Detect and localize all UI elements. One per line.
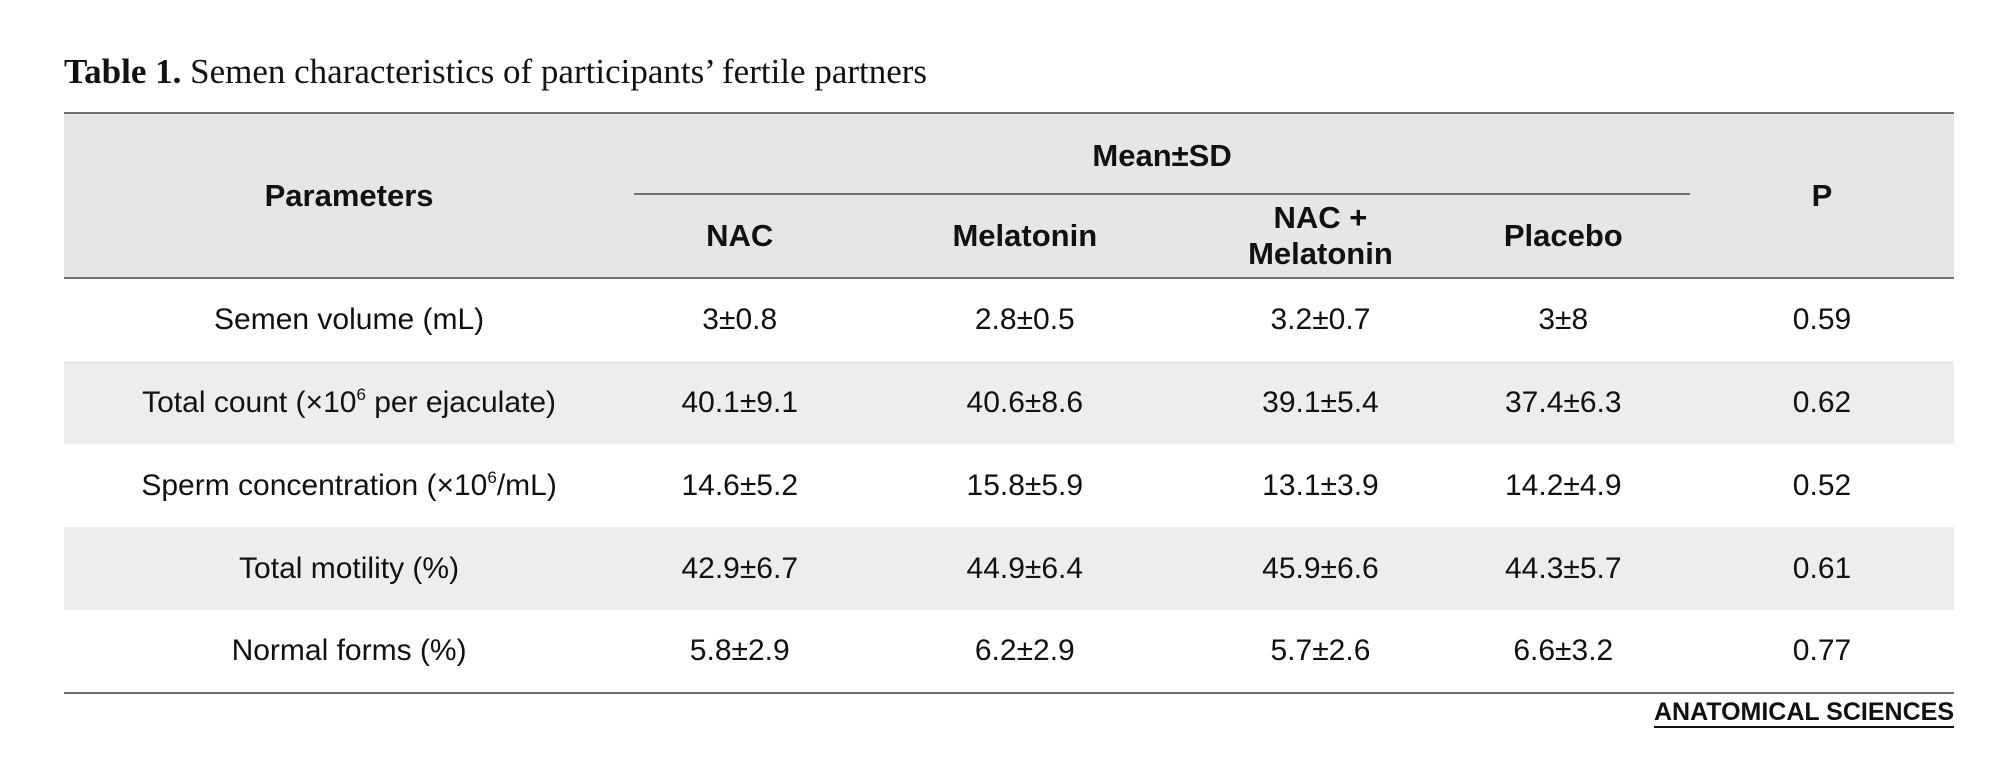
row-label-suffix: /mL) bbox=[496, 468, 557, 502]
cell-melatonin: 44.9±6.4 bbox=[845, 527, 1205, 610]
semen-characteristics-table: Parameters Mean±SD P NAC Melatonin NAC +… bbox=[64, 112, 1954, 694]
row-label-suffix: per ejaculate) bbox=[365, 385, 557, 419]
cell-placebo: 44.3±5.7 bbox=[1436, 527, 1690, 610]
cell-placebo: 37.4±6.3 bbox=[1436, 361, 1690, 444]
cell-nac-melatonin: 3.2±0.7 bbox=[1270, 303, 1371, 336]
row-label: Sperm concentration (×106/mL) bbox=[64, 444, 634, 527]
cell-p: 0.62 bbox=[1690, 361, 1954, 444]
row-label: Total motility (%) bbox=[64, 527, 635, 610]
cell-melatonin: 2.8±0.5 bbox=[974, 303, 1075, 336]
caption-label: Table 1. bbox=[64, 52, 182, 91]
table-header: Parameters Mean±SD P NAC Melatonin NAC +… bbox=[64, 112, 1954, 279]
row-label-text: Total count (×10 bbox=[142, 385, 357, 419]
row-label-text: Semen volume (mL) bbox=[214, 303, 485, 336]
cell-melatonin: 6.2±2.9 bbox=[845, 610, 1205, 694]
mean-sd-divider bbox=[634, 193, 1690, 195]
row-label-text: Normal forms (%) bbox=[231, 634, 467, 667]
row-label: Semen volume (mL) bbox=[64, 278, 634, 361]
header-parameters: Parameters bbox=[64, 112, 635, 279]
cell-placebo: 14.2±4.9 bbox=[1505, 468, 1622, 502]
cell-p: 0.59 bbox=[1792, 303, 1852, 336]
cell-p: 0.77 bbox=[1690, 610, 1954, 694]
header-row-1: Parameters Mean±SD P bbox=[64, 112, 1954, 279]
header-group-melatonin: Melatonin bbox=[845, 195, 1205, 279]
cell-nac: 42.9±6.7 bbox=[634, 527, 846, 610]
table-caption: Table 1. Semen characteristics of partic… bbox=[64, 52, 927, 92]
row-label-superscript: 6 bbox=[356, 384, 366, 404]
cell-placebo: 6.6±3.2 bbox=[1436, 610, 1690, 694]
cell-nac-melatonin: 5.7±2.6 bbox=[1204, 610, 1437, 694]
header-row-2: NAC Melatonin NAC + Melatonin Placebo bbox=[64, 195, 1954, 279]
cell-nac: 5.8±2.9 bbox=[634, 610, 846, 694]
cell-p: 0.61 bbox=[1690, 527, 1954, 610]
table-row: Total count (×106 per ejaculate) 40.1±9.… bbox=[64, 361, 1954, 444]
header-mean-sd-label: Mean±SD bbox=[1092, 137, 1232, 173]
table-row: Total motility (%) 42.9±6.7 44.9±6.4 45.… bbox=[64, 527, 1954, 610]
row-label-text: Sperm concentration (×10 bbox=[141, 468, 488, 502]
row-label: Total count (×106 per ejaculate) bbox=[64, 361, 635, 444]
cell-nac-melatonin: 45.9±6.6 bbox=[1204, 527, 1437, 610]
cell-nac: 40.1±9.1 bbox=[634, 361, 846, 444]
cell-nac: 3±0.8 bbox=[702, 303, 778, 336]
data-table-container: Parameters Mean±SD P NAC Melatonin NAC +… bbox=[64, 112, 1954, 694]
row-label-text: Total motility (%) bbox=[239, 551, 460, 585]
caption-text: Semen characteristics of participants’ f… bbox=[181, 52, 928, 91]
header-group-placebo: Placebo bbox=[1436, 195, 1690, 279]
cell-melatonin: 15.8±5.9 bbox=[966, 468, 1084, 502]
cell-nac-melatonin: 39.1±5.4 bbox=[1204, 361, 1437, 444]
cell-nac-melatonin: 13.1±3.9 bbox=[1262, 468, 1379, 502]
cell-placebo: 3±8 bbox=[1538, 303, 1589, 336]
cell-melatonin: 40.6±8.6 bbox=[845, 361, 1205, 444]
header-mean-sd: Mean±SD bbox=[634, 112, 1690, 195]
cell-nac: 14.6±5.2 bbox=[681, 468, 799, 502]
anatomical-sciences-logo: ANATOMICAL SCIENCES bbox=[1653, 698, 1954, 728]
header-group-nac: NAC bbox=[634, 195, 846, 279]
row-label: Normal forms (%) bbox=[64, 610, 635, 694]
cell-p: 0.52 bbox=[1792, 468, 1852, 502]
header-group-nac-melatonin: NAC + Melatonin bbox=[1204, 195, 1437, 279]
header-p: P bbox=[1690, 112, 1954, 279]
table-body: Semen volume (mL) 3±0.8 2.8±0.5 3.2±0.7 … bbox=[64, 278, 1954, 694]
table-row: Semen volume (mL) 3±0.8 2.8±0.5 3.2±0.7 … bbox=[64, 278, 1954, 361]
table-row: Sperm concentration (×106/mL) 14.6±5.2 1… bbox=[64, 444, 1954, 527]
row-label-superscript: 6 bbox=[487, 467, 497, 487]
table-row: Normal forms (%) 5.8±2.9 6.2±2.9 5.7±2.6… bbox=[64, 610, 1954, 694]
